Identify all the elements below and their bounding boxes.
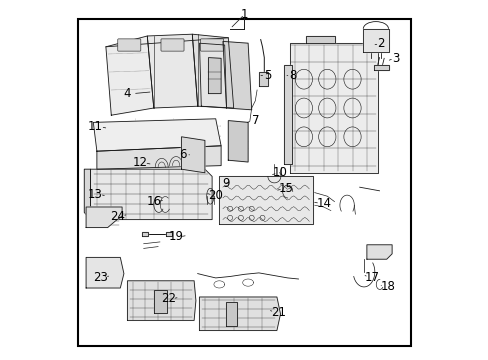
Polygon shape (147, 34, 197, 108)
Polygon shape (90, 169, 212, 220)
Polygon shape (199, 43, 226, 108)
Polygon shape (166, 232, 172, 236)
Polygon shape (258, 72, 267, 86)
Polygon shape (223, 41, 251, 110)
Polygon shape (284, 65, 291, 164)
Polygon shape (219, 176, 312, 224)
Text: 14: 14 (316, 197, 330, 210)
Text: 13: 13 (87, 188, 102, 201)
Text: 2: 2 (377, 37, 384, 50)
FancyBboxPatch shape (118, 39, 141, 51)
Text: 11: 11 (87, 120, 102, 133)
Polygon shape (127, 281, 196, 320)
Polygon shape (142, 232, 148, 236)
Text: 17: 17 (364, 271, 379, 284)
Text: 5: 5 (264, 69, 271, 82)
Polygon shape (97, 146, 221, 169)
Text: 22: 22 (161, 292, 176, 305)
Text: 23: 23 (93, 271, 108, 284)
Polygon shape (228, 121, 247, 162)
Text: 3: 3 (391, 52, 399, 65)
Text: 6: 6 (179, 148, 187, 161)
Text: 16: 16 (146, 195, 161, 208)
Polygon shape (208, 58, 221, 94)
Polygon shape (106, 36, 153, 115)
Polygon shape (86, 207, 122, 228)
Text: 8: 8 (289, 69, 296, 82)
Polygon shape (93, 119, 221, 151)
Text: 12: 12 (132, 156, 147, 169)
Text: 10: 10 (272, 166, 287, 179)
Polygon shape (305, 36, 334, 43)
Text: 20: 20 (208, 189, 223, 202)
Polygon shape (86, 257, 123, 288)
Polygon shape (373, 65, 387, 70)
Text: 21: 21 (271, 306, 285, 319)
Text: 9: 9 (223, 177, 230, 190)
Polygon shape (225, 302, 237, 326)
FancyBboxPatch shape (200, 39, 223, 51)
Text: 15: 15 (278, 183, 293, 195)
Polygon shape (153, 290, 167, 313)
Text: 7: 7 (251, 114, 259, 127)
Polygon shape (289, 43, 377, 173)
Text: 18: 18 (380, 280, 395, 293)
Polygon shape (363, 29, 387, 52)
Text: 19: 19 (168, 230, 183, 243)
Text: 1: 1 (240, 8, 248, 21)
Text: 24: 24 (110, 210, 125, 222)
Text: 4: 4 (123, 87, 131, 100)
Polygon shape (366, 245, 391, 259)
Polygon shape (192, 34, 233, 108)
Polygon shape (181, 137, 204, 173)
Polygon shape (199, 297, 280, 330)
Polygon shape (84, 169, 90, 220)
FancyBboxPatch shape (161, 39, 183, 51)
